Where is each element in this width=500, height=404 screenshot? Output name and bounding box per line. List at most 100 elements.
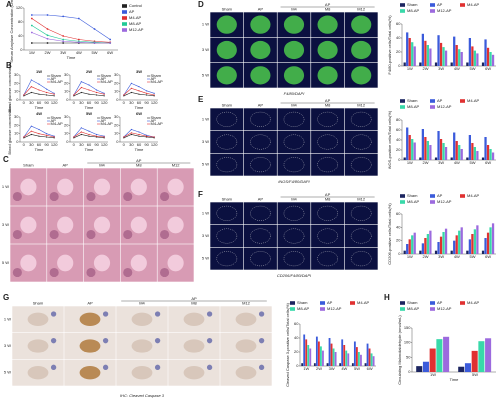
x-tick-label: 6W bbox=[107, 50, 113, 55]
column-label: M8 bbox=[325, 7, 331, 12]
islet bbox=[167, 254, 184, 272]
micrograph bbox=[277, 153, 311, 176]
legend-label: M4-AP bbox=[51, 79, 64, 84]
x-axis-title: Time bbox=[85, 105, 95, 110]
legend-swatch bbox=[430, 3, 435, 7]
islet-outline bbox=[317, 157, 338, 173]
islet bbox=[235, 366, 257, 380]
point bbox=[30, 125, 32, 127]
column-label: AP bbox=[258, 103, 264, 108]
point bbox=[30, 31, 33, 34]
column-label: M12 bbox=[357, 7, 366, 12]
nuclei bbox=[258, 338, 265, 344]
column-label: Sham bbox=[222, 103, 233, 108]
lobule bbox=[12, 229, 22, 240]
nuclei bbox=[102, 338, 109, 344]
point bbox=[62, 42, 65, 44]
legend-label: AP bbox=[51, 76, 57, 81]
x-tick-label: 4W bbox=[454, 160, 460, 165]
legend-swatch bbox=[290, 301, 295, 305]
legend-swatch bbox=[460, 194, 465, 198]
legend-label: M8-AP bbox=[407, 199, 420, 204]
group-header: AP bbox=[325, 2, 331, 7]
point bbox=[130, 128, 132, 131]
column-label: AP bbox=[87, 301, 93, 306]
row-label: 3 W bbox=[202, 47, 209, 52]
legend-swatch bbox=[320, 301, 325, 305]
islet bbox=[27, 366, 49, 380]
x-tick-label: 5W bbox=[354, 366, 360, 371]
column-label: M4 bbox=[291, 7, 297, 12]
bar bbox=[484, 39, 487, 66]
x-tick-label: 4W bbox=[76, 50, 82, 55]
bar bbox=[471, 350, 478, 372]
bar bbox=[408, 135, 411, 160]
bar bbox=[343, 345, 346, 366]
x-tick-label: 90 bbox=[94, 100, 99, 105]
bar bbox=[419, 62, 422, 66]
point bbox=[130, 82, 132, 84]
bar bbox=[478, 341, 485, 372]
bar bbox=[471, 234, 474, 254]
bar bbox=[406, 244, 409, 254]
islet-outline bbox=[250, 228, 271, 244]
nuclei bbox=[206, 364, 213, 371]
point bbox=[123, 95, 125, 97]
legend-label: M4-AP bbox=[467, 2, 480, 7]
point bbox=[30, 133, 32, 136]
islet-outline bbox=[317, 134, 338, 150]
islet-stain bbox=[283, 15, 305, 34]
bar bbox=[301, 363, 304, 366]
point bbox=[123, 94, 125, 96]
legend-label: M8-AP bbox=[297, 306, 310, 311]
column-label: M8 bbox=[191, 301, 197, 306]
x-tick-label: 90 bbox=[94, 142, 99, 147]
bar bbox=[476, 53, 479, 66]
y-axis-title: Circulating Malondialdehyde (nmol/mL) bbox=[397, 315, 402, 385]
row-label: 1 W bbox=[202, 22, 209, 27]
bar bbox=[439, 139, 443, 160]
point bbox=[138, 133, 140, 136]
islet-outline bbox=[283, 251, 305, 267]
legend-label: Sham bbox=[51, 115, 62, 120]
x-tick-label: 30 bbox=[29, 100, 34, 105]
y-tick-label: 20 bbox=[396, 49, 401, 54]
point bbox=[130, 87, 132, 89]
bar bbox=[476, 225, 479, 254]
y-tick-label: 100 bbox=[404, 340, 411, 345]
x-tick-label: 90 bbox=[144, 100, 149, 105]
point bbox=[146, 135, 148, 137]
y-tick-label: 0 bbox=[16, 97, 19, 102]
nuclei bbox=[154, 338, 161, 344]
point bbox=[88, 84, 90, 86]
y-tick-label: 10 bbox=[114, 131, 119, 136]
legend-label: Control bbox=[129, 3, 142, 8]
islet-stain bbox=[216, 15, 237, 34]
point bbox=[109, 42, 112, 44]
bar bbox=[442, 47, 445, 66]
islet bbox=[130, 254, 147, 272]
bar bbox=[413, 142, 416, 160]
islet-outline bbox=[283, 134, 305, 150]
bar bbox=[408, 239, 411, 254]
bar bbox=[370, 353, 373, 366]
column-label: Sham bbox=[222, 7, 233, 12]
islet bbox=[183, 312, 205, 327]
micrograph bbox=[210, 247, 244, 270]
bar bbox=[421, 243, 424, 254]
column-label: M8 bbox=[325, 197, 331, 202]
chart-title: 4W bbox=[36, 111, 42, 116]
column-label: M12 bbox=[172, 163, 181, 168]
y-tick-label: 20 bbox=[114, 122, 119, 127]
legend-label: AP bbox=[151, 76, 157, 81]
y-tick-label: 0 bbox=[296, 363, 299, 368]
x-tick-label: 5W bbox=[472, 372, 478, 377]
bar bbox=[466, 157, 469, 160]
point bbox=[30, 17, 33, 20]
islet-stain bbox=[216, 66, 237, 85]
y-tick-label: 20 bbox=[114, 80, 119, 85]
point bbox=[96, 135, 98, 137]
legend-label: M4-AP bbox=[151, 79, 164, 84]
point bbox=[62, 40, 65, 43]
point bbox=[53, 92, 55, 94]
